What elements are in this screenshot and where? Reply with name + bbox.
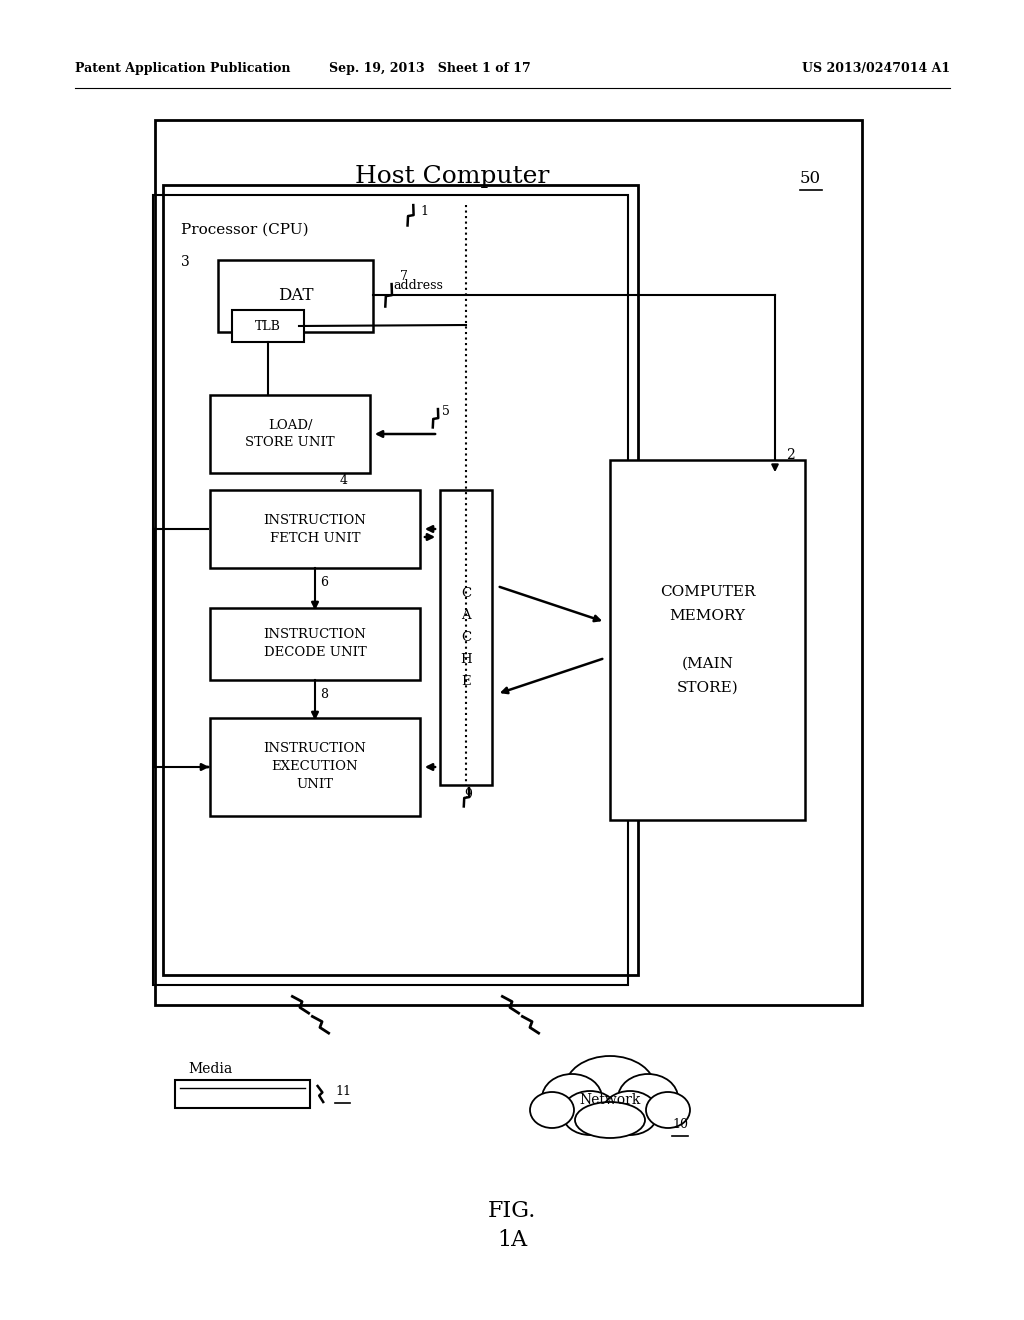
Text: 4: 4 [340, 474, 348, 487]
Ellipse shape [602, 1092, 658, 1135]
Text: Host Computer: Host Computer [354, 165, 549, 187]
Text: US 2013/0247014 A1: US 2013/0247014 A1 [802, 62, 950, 75]
Bar [210, 395, 370, 473]
Text: 1: 1 [420, 205, 428, 218]
Bar [163, 185, 638, 975]
Bar [210, 490, 420, 568]
Text: 9: 9 [464, 788, 472, 801]
Text: Sep. 19, 2013   Sheet 1 of 17: Sep. 19, 2013 Sheet 1 of 17 [329, 62, 530, 75]
Text: 50: 50 [800, 170, 821, 187]
Ellipse shape [530, 1092, 574, 1129]
Text: 6: 6 [319, 576, 328, 589]
Text: 11: 11 [335, 1085, 351, 1098]
Ellipse shape [618, 1074, 678, 1122]
Text: COMPUTER
MEMORY

(MAIN
STORE): COMPUTER MEMORY (MAIN STORE) [659, 585, 756, 694]
Text: 5: 5 [442, 405, 450, 418]
Text: INSTRUCTION
EXECUTION
UNIT: INSTRUCTION EXECUTION UNIT [263, 742, 367, 792]
Bar [218, 260, 373, 333]
Text: TLB: TLB [255, 319, 281, 333]
Bar [440, 490, 492, 785]
Text: address: address [393, 279, 442, 292]
Ellipse shape [575, 1102, 645, 1138]
Ellipse shape [542, 1074, 602, 1122]
Bar [175, 1080, 310, 1107]
Text: 2: 2 [786, 447, 795, 462]
Text: Network: Network [580, 1093, 641, 1107]
Ellipse shape [562, 1092, 618, 1135]
Bar [155, 120, 862, 1005]
Ellipse shape [646, 1092, 690, 1129]
Text: DAT: DAT [278, 288, 313, 305]
Text: Patent Application Publication: Patent Application Publication [75, 62, 291, 75]
Text: INSTRUCTION
DECODE UNIT: INSTRUCTION DECODE UNIT [263, 628, 367, 660]
Text: 10: 10 [672, 1118, 688, 1131]
Text: Media: Media [188, 1063, 232, 1076]
Text: LOAD/
STORE UNIT: LOAD/ STORE UNIT [245, 418, 335, 450]
Text: Processor (CPU): Processor (CPU) [181, 223, 308, 238]
Text: C
A
C
H
E: C A C H E [460, 587, 472, 688]
Bar [210, 718, 420, 816]
Bar [153, 195, 628, 985]
Text: 7: 7 [400, 271, 408, 282]
Text: 8: 8 [319, 688, 328, 701]
Bar [610, 459, 805, 820]
Bar [232, 310, 304, 342]
Text: FIG.
1A: FIG. 1A [487, 1200, 537, 1251]
Text: 3: 3 [181, 255, 189, 269]
Bar [210, 609, 420, 680]
Text: INSTRUCTION
FETCH UNIT: INSTRUCTION FETCH UNIT [263, 513, 367, 544]
Ellipse shape [565, 1056, 655, 1119]
